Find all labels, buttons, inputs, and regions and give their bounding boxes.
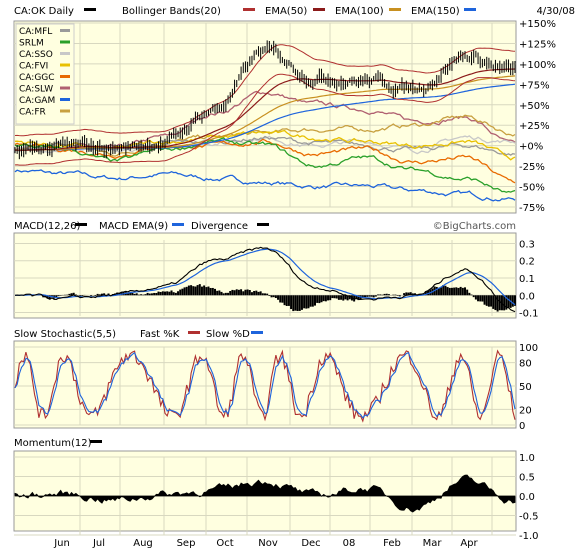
ema150-line	[15, 83, 516, 151]
y-tick-label: 1.0	[519, 453, 535, 464]
y-tick-label: 0.0	[519, 291, 535, 302]
ema100-label: EMA(100)	[335, 6, 384, 17]
x-tick-label: Feb	[383, 538, 401, 549]
x-tick-label: Oct	[216, 538, 233, 549]
price-panel	[13, 20, 517, 214]
legend-swatch	[60, 52, 70, 55]
chart-date: 4/30/08	[536, 6, 575, 17]
momentum-area	[14, 474, 516, 513]
bollinger-upper	[14, 44, 516, 137]
y-tick-label: -50%	[519, 183, 545, 194]
y-tick-label: +25%	[519, 121, 550, 132]
legend-swatch	[60, 98, 70, 101]
y-tick-label: -0.5	[519, 512, 539, 523]
series-line-srlm	[14, 137, 516, 193]
bollinger-swatch	[243, 8, 255, 11]
bollinger-label: Bollinger Bands(20)	[122, 6, 221, 17]
x-tick-label: Dec	[301, 538, 320, 549]
legend-label: CA:SLW	[19, 85, 53, 95]
slow-d-swatch	[251, 331, 263, 334]
y-tick-label: 0	[519, 421, 525, 432]
y-tick-label: +150%	[519, 19, 556, 30]
y-tick-label: 100	[519, 343, 538, 354]
fast-k-swatch	[188, 331, 200, 334]
y-tick-label: 0.0	[519, 492, 535, 503]
legend-swatch	[60, 75, 70, 78]
series-line-caggc	[14, 138, 516, 184]
price-swatch	[84, 8, 96, 11]
y-tick-label: +100%	[519, 60, 556, 71]
stoch-label: Slow Stochastic(5,5)	[14, 329, 116, 340]
legend-swatch	[60, 109, 70, 113]
legend-swatch	[60, 40, 70, 44]
legend-swatch	[60, 86, 70, 90]
macd-ema-line	[15, 248, 516, 306]
y-tick-label: 80	[519, 359, 532, 370]
y-tick-label: -75%	[519, 203, 545, 214]
x-tick-label: 08	[343, 538, 356, 549]
slow-d-label: Slow %D	[206, 329, 250, 340]
legend-label: SRLM	[19, 39, 44, 49]
macd-ema-swatch	[172, 223, 184, 226]
divergence-label: Divergence	[191, 221, 248, 232]
bollinger-lower	[14, 73, 516, 166]
ema50-line	[14, 68, 516, 151]
legend-label: CA:GAM	[19, 96, 55, 106]
legend-label: CA:FR	[19, 108, 46, 118]
legend-label: CA:SSO	[19, 50, 53, 60]
ema50-swatch	[313, 8, 325, 11]
macd-ema-label: MACD EMA(9)	[99, 221, 168, 232]
y-tick-label: 0.5	[519, 473, 535, 484]
symbol-label: CA:OK Daily	[14, 6, 74, 17]
y-tick-label: 0.2	[519, 257, 535, 268]
ema100-swatch	[389, 8, 401, 11]
y-tick-label: -0.1	[519, 309, 539, 320]
ema100-line	[15, 75, 516, 151]
y-tick-label: +75%	[519, 80, 550, 91]
momentum-swatch	[90, 440, 102, 443]
x-tick-label: Sep	[177, 538, 196, 549]
divergence-swatch	[257, 223, 269, 226]
x-tick-label: Nov	[258, 538, 278, 549]
legend-swatch	[60, 63, 70, 67]
watermark: ©BigCharts.com	[433, 221, 516, 232]
y-tick-label: +50%	[519, 101, 550, 112]
ema150-swatch	[464, 8, 476, 11]
y-tick-label: 50	[519, 382, 532, 393]
legend-label: CA:FVI	[19, 62, 48, 72]
macd-panel	[13, 232, 517, 319]
legend-swatch	[60, 29, 70, 32]
slow-d-line	[14, 351, 516, 419]
legend-label: CA:GGC	[19, 73, 55, 83]
x-tick-label: Jun	[53, 538, 70, 549]
y-tick-label: +0%	[519, 142, 543, 153]
x-tick-label: Jul	[92, 538, 105, 549]
momentum-label: Momentum(12)	[14, 438, 92, 449]
y-tick-label: 20	[519, 405, 532, 416]
x-tick-label: Aug	[133, 538, 153, 549]
y-tick-label: 0.1	[519, 274, 535, 285]
y-tick-label: -1.0	[519, 531, 539, 542]
y-tick-label: +125%	[519, 39, 556, 50]
series-line-cafr	[14, 114, 516, 157]
x-tick-label: Apr	[460, 538, 478, 549]
series-line-cagam	[14, 169, 516, 202]
macd-swatch	[75, 223, 87, 226]
ema150-label: EMA(150)	[411, 6, 460, 17]
fast-k-label: Fast %K	[140, 329, 180, 340]
y-tick-label: -25%	[519, 162, 545, 173]
ema50-label: EMA(50)	[265, 6, 307, 17]
macd-line	[14, 246, 516, 313]
legend-label: CA:MFL	[19, 27, 52, 37]
x-tick-label: Mar	[423, 538, 443, 549]
y-tick-label: 0.3	[519, 239, 535, 250]
macd-label: MACD(12,26)	[14, 221, 81, 232]
